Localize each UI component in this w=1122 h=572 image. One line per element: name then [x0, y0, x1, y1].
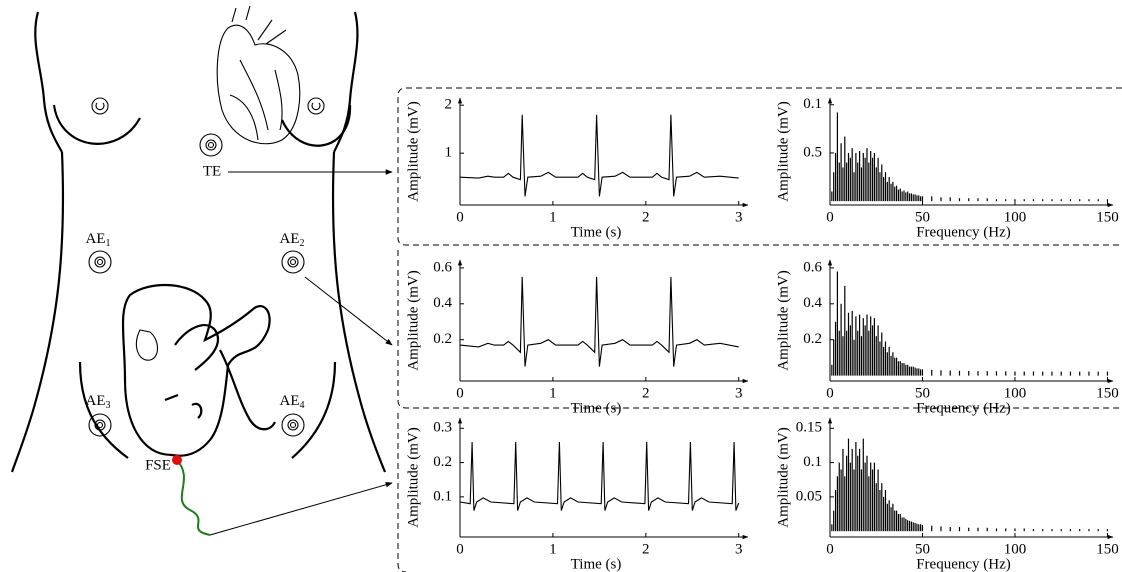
figure: TE AE1 AE2 AE3 AE4 FSE 012312Time (s)Amp…: [0, 0, 1122, 572]
x-tick-label: 0: [456, 541, 464, 557]
y-tick-label: 2: [445, 97, 453, 113]
y-tick-label: 0.05: [796, 488, 822, 504]
label-base: AE: [280, 393, 300, 409]
label-base: AE: [280, 231, 300, 247]
panel-frames: [398, 88, 1122, 572]
y-tick-label: 0.6: [803, 259, 822, 275]
x-tick-label: 2: [642, 209, 650, 225]
chart: 0 1 2 3 1 2 Time (s) Amplitude (mV): [405, 97, 748, 241]
x-tick-label: 100: [1004, 541, 1027, 557]
connector-arrows: [210, 172, 392, 535]
x-tick-label: 150: [1096, 209, 1119, 225]
chart: 0 50 100 150 0.2 0.4 0.6 Frequency (Hz) Amplitud…: [775, 259, 1118, 416]
label-base: AE: [86, 231, 106, 247]
x-tick-label: 1: [549, 209, 557, 225]
y-axis-label: Amplitude (mV): [775, 427, 791, 527]
signal-line: [460, 442, 739, 511]
y-tick-label: 0.6: [433, 259, 452, 275]
y-axis-label: Amplitude (mV): [405, 270, 421, 370]
x-tick-label: 150: [1096, 385, 1119, 401]
x-tick-label: 0: [826, 541, 834, 557]
y-axis-label: Amplitude (mV): [775, 101, 791, 201]
x-axis-label: Frequency (Hz): [916, 400, 1011, 416]
y-tick-label: 0.4: [433, 295, 452, 311]
x-axis-label: Frequency (Hz): [916, 224, 1011, 240]
x-tick-label: 100: [1004, 385, 1027, 401]
label-sub: 2: [300, 238, 305, 249]
electrode-label: AE1: [86, 231, 111, 249]
y-tick-label: 0.2: [433, 331, 452, 347]
electrode-label: AE3: [86, 393, 111, 411]
x-tick-label: 50: [915, 541, 930, 557]
y-tick-label: 0.5: [803, 144, 822, 160]
x-tick-label: 50: [915, 385, 930, 401]
y-tick-label: 0.2: [803, 331, 822, 347]
heart: [217, 6, 300, 144]
y-axis-label: Amplitude (mV): [775, 270, 791, 370]
x-axis-label: Time (s): [571, 224, 622, 240]
electrode-label: AE4: [280, 393, 305, 411]
electrode-label: FSE: [145, 457, 171, 473]
x-tick-label: 150: [1096, 541, 1119, 557]
y-axis-label: Amplitude (mV): [405, 101, 421, 201]
x-axis-label: Time (s): [571, 556, 622, 572]
y-tick-label: 1: [445, 145, 453, 161]
y-tick-label: 0.3: [433, 420, 452, 436]
y-tick-label: 0.4: [803, 295, 822, 311]
y-tick-label: 0.1: [433, 488, 452, 504]
chart: 0 50 100 150 0.5 0.1 Frequency (Hz) Amplitude (…: [775, 96, 1118, 240]
x-tick-label: 3: [735, 385, 743, 401]
y-tick-label: 0.2: [433, 454, 452, 470]
y-tick-label: 0.1: [803, 96, 822, 112]
fetus: [123, 285, 275, 456]
y-tick-label: 0.1: [803, 454, 822, 470]
signal-line: [460, 277, 739, 367]
electrode-label: TE: [203, 163, 221, 179]
x-tick-label: 3: [735, 209, 743, 225]
signal-line: [460, 115, 739, 197]
label-sub: 4: [300, 400, 305, 411]
y-tick-label: 0.15: [796, 420, 822, 436]
x-tick-label: 0: [826, 385, 834, 401]
electrode-label: AE2: [280, 231, 305, 249]
x-tick-label: 1: [549, 385, 557, 401]
label-sub: 3: [106, 400, 111, 411]
electrodes: [89, 134, 304, 535]
x-tick-label: 2: [642, 541, 650, 557]
label-sub: 1: [106, 238, 111, 249]
x-tick-label: 0: [456, 209, 464, 225]
x-axis-label: Time (s): [571, 400, 622, 416]
chart: 0 1 2 3 0.2 0.4 0.6 Time (s) Amplitude (mV): [405, 259, 748, 416]
x-tick-label: 0: [456, 385, 464, 401]
x-tick-label: 0: [826, 209, 834, 225]
x-tick-label: 2: [642, 385, 650, 401]
chart: 0 1 2 3 0.1 0.2 0.3 Time (s) Amplitude (mV): [405, 418, 748, 572]
x-axis-label: Frequency (Hz): [916, 556, 1011, 572]
body-outline: [12, 12, 385, 472]
y-axis-label: Amplitude (mV): [405, 427, 421, 527]
label-base: AE: [86, 393, 106, 409]
x-tick-label: 1: [549, 541, 557, 557]
x-tick-label: 100: [1004, 209, 1027, 225]
chart: 0 50 100 150 0.05 0.1 0.15 Frequency (Hz) Amplit…: [775, 418, 1118, 572]
x-tick-label: 50: [915, 209, 930, 225]
x-tick-label: 3: [735, 541, 743, 557]
